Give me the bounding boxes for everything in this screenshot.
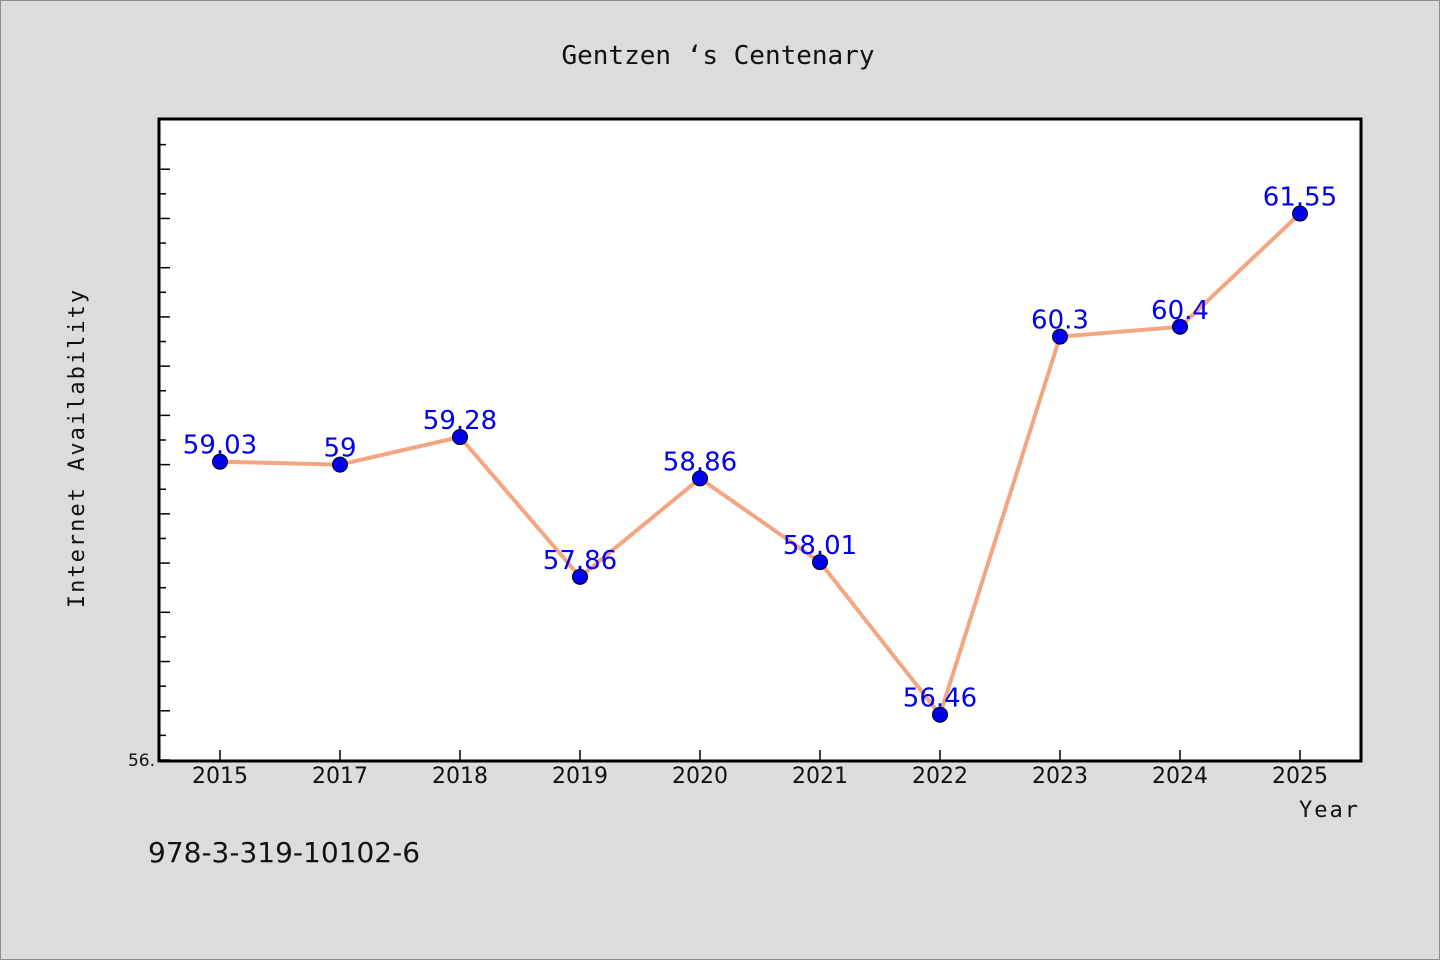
x-tick-label: 2020 <box>672 764 728 789</box>
data-point <box>212 453 228 470</box>
series-line <box>219 212 1302 717</box>
x-axis-title: Year <box>1299 798 1360 823</box>
plot-area <box>157 117 1363 763</box>
x-tick-label: 2019 <box>552 764 608 789</box>
chart-title: Gentzen ‘s Centenary <box>561 41 874 71</box>
data-point <box>932 706 948 723</box>
x-tick-label: 2023 <box>1032 764 1088 789</box>
data-point <box>692 470 708 487</box>
data-point <box>1292 205 1308 222</box>
x-tick-label: 2017 <box>312 764 368 789</box>
x-tick-label: 2025 <box>1272 764 1328 789</box>
isbn-footer: 978-3-319-10102-6 <box>148 836 420 869</box>
data-point <box>1172 318 1188 335</box>
y-axis-title: Internet Availability <box>65 288 90 608</box>
x-tick-label: 2022 <box>912 764 968 789</box>
x-tick-label: 2018 <box>432 764 488 789</box>
y-axis-min-label: 56. <box>128 751 155 771</box>
data-point <box>1052 328 1068 345</box>
data-point <box>332 456 348 473</box>
x-tick-label: 2021 <box>792 764 848 789</box>
data-point <box>452 429 468 446</box>
data-point <box>812 554 828 571</box>
y-axis-ticks <box>160 143 170 761</box>
x-axis-ticks: 2015 2017 2018 2019 2020 2021 2022 2023 2024 2025 <box>192 750 1328 789</box>
x-tick-label: 2024 <box>1152 764 1208 789</box>
x-tick-label: 2015 <box>192 764 248 789</box>
data-point <box>572 568 588 585</box>
